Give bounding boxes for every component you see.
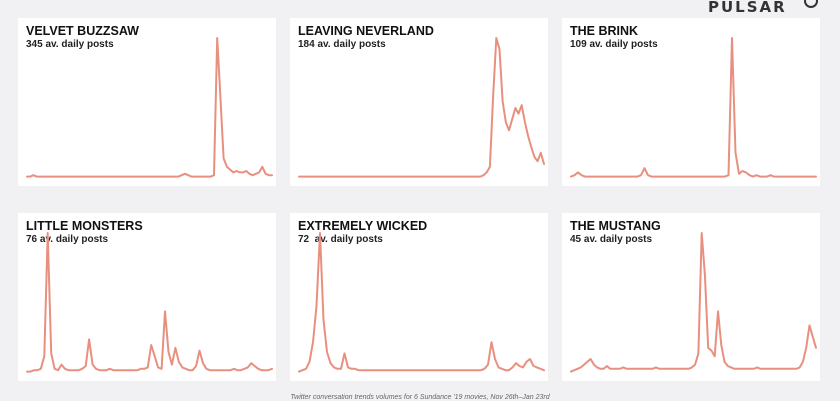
brand-logo: PULSAR	[708, 0, 818, 16]
chart-subtitle: 184 av. daily posts	[298, 39, 386, 50]
chart-panel-little-monsters: LITTLE MONSTERS 76 av. daily posts	[18, 213, 276, 381]
chart-plot	[570, 232, 817, 373]
series-line	[570, 37, 817, 178]
brand-mark-icon	[804, 0, 818, 8]
chart-plot	[26, 37, 273, 178]
chart-panel-leaving-neverland: LEAVING NEVERLAND 184 av. daily posts	[290, 18, 548, 186]
series-line	[26, 232, 273, 373]
chart-plot	[570, 37, 817, 178]
chart-panel-velvet-buzzsaw: VELVET BUZZSAW 345 av. daily posts	[18, 18, 276, 186]
chart-title: LEAVING NEVERLAND	[298, 24, 434, 38]
chart-plot	[26, 232, 273, 373]
series-line	[26, 37, 273, 178]
chart-plot	[298, 37, 545, 178]
brand-name: PULSAR	[708, 0, 787, 16]
chart-title: EXTREMELY WICKED	[298, 219, 428, 233]
chart-panel-the-brink: THE BRINK 109 av. daily posts	[562, 18, 820, 186]
chart-subtitle: 345 av. daily posts	[26, 39, 114, 50]
chart-title: VELVET BUZZSAW	[26, 24, 139, 38]
chart-subtitle: 45 av. daily posts	[570, 234, 653, 245]
figure-caption: Twitter conversation trends volumes for …	[290, 394, 550, 401]
series-line	[570, 232, 817, 373]
series-line	[298, 232, 545, 373]
chart-title: THE BRINK	[570, 24, 639, 38]
chart-subtitle: 76 av. daily posts	[26, 234, 109, 245]
chart-subtitle: 109 av. daily posts	[570, 39, 658, 50]
chart-title: LITTLE MONSTERS	[26, 219, 143, 233]
chart-title: THE MUSTANG	[570, 219, 661, 233]
chart-panel-the-mustang: THE MUSTANG 45 av. daily posts	[562, 213, 820, 381]
chart-panel-extremely-wicked: EXTREMELY WICKED 72 av. daily posts	[290, 213, 548, 381]
chart-plot	[298, 232, 545, 373]
series-line	[298, 37, 545, 178]
